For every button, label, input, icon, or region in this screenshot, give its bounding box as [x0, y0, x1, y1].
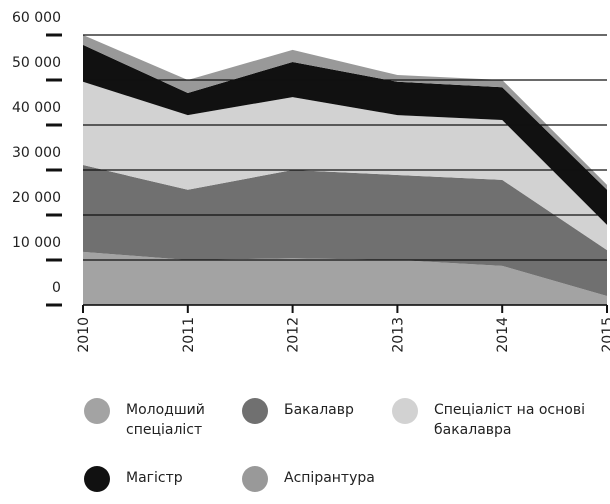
legend-swatch [242, 398, 268, 424]
y-tick-label: 60 000 [12, 10, 61, 26]
legend-item: Спеціаліст на основі бакалавра [392, 398, 604, 440]
y-tick-label: 50 000 [12, 55, 61, 71]
y-tick-label: 0 [52, 280, 61, 296]
legend-label: Спеціаліст на основі бакалавра [434, 402, 585, 438]
y-tick-label: 10 000 [12, 235, 61, 251]
area [83, 35, 607, 190]
legend-label: Молодший спеціаліст [126, 402, 205, 438]
legend-label: Магістр [126, 470, 183, 486]
x-tick-label: 2014 [495, 317, 511, 353]
legend-swatch [84, 466, 110, 492]
area [83, 165, 607, 296]
legend-swatch [242, 466, 268, 492]
area [83, 251, 607, 305]
y-tick-label: 20 000 [12, 190, 61, 206]
legend-swatch [84, 398, 110, 424]
y-tick-label: 30 000 [12, 145, 61, 161]
x-tick-label: 2012 [286, 317, 302, 353]
x-tick-label: 2013 [390, 317, 406, 353]
legend-swatch [392, 398, 418, 424]
x-tick-label: 2010 [76, 317, 92, 353]
legend-item: Бакалавр [242, 398, 384, 424]
legend-item: Молодший спеціаліст [84, 398, 226, 440]
x-tick-label: 2015 [600, 317, 610, 353]
y-tick-label: 40 000 [12, 100, 61, 116]
area [83, 44, 607, 225]
legend-label: Аспірантура [284, 470, 375, 486]
area [83, 81, 607, 251]
legend-item: Аспірантура [242, 466, 404, 492]
x-tick-label: 2011 [181, 317, 197, 353]
legend-item: Магістр [84, 466, 226, 492]
legend-label: Бакалавр [284, 402, 354, 418]
